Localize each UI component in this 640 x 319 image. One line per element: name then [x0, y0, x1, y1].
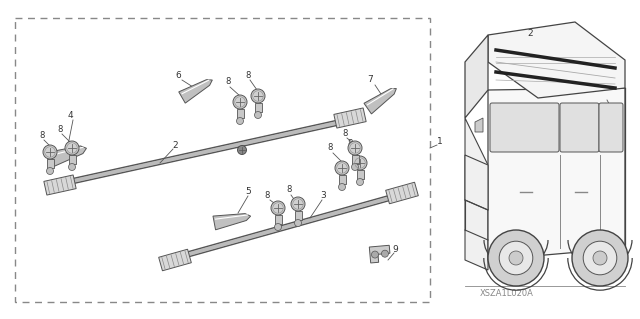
Text: 2: 2	[527, 28, 533, 38]
Polygon shape	[46, 146, 86, 168]
Bar	[15, 18, 430, 302]
Circle shape	[233, 95, 247, 109]
Polygon shape	[386, 182, 419, 204]
Circle shape	[593, 251, 607, 265]
Circle shape	[47, 167, 54, 174]
Text: 8: 8	[245, 71, 251, 80]
Circle shape	[348, 141, 362, 155]
Polygon shape	[475, 118, 483, 132]
Circle shape	[291, 197, 305, 211]
Text: 8: 8	[327, 144, 333, 152]
Circle shape	[335, 161, 349, 175]
Polygon shape	[364, 89, 396, 114]
Circle shape	[237, 117, 243, 124]
Circle shape	[275, 224, 282, 231]
Text: 6: 6	[175, 70, 181, 79]
Text: 8: 8	[286, 186, 292, 195]
Text: 2: 2	[172, 140, 178, 150]
Circle shape	[65, 141, 79, 155]
Circle shape	[509, 251, 523, 265]
Text: 8: 8	[39, 131, 45, 140]
Text: 9: 9	[392, 246, 398, 255]
Text: 8: 8	[225, 78, 230, 86]
FancyBboxPatch shape	[356, 170, 364, 179]
Circle shape	[43, 145, 57, 159]
Text: 8: 8	[342, 129, 348, 137]
Circle shape	[271, 201, 285, 215]
Circle shape	[294, 219, 301, 226]
Text: XSZA1L020A: XSZA1L020A	[480, 289, 534, 298]
Circle shape	[499, 241, 532, 275]
Text: 8: 8	[264, 190, 269, 199]
Circle shape	[353, 156, 367, 170]
FancyBboxPatch shape	[599, 103, 623, 152]
Text: 3: 3	[320, 190, 326, 199]
Polygon shape	[465, 118, 488, 270]
Circle shape	[583, 241, 617, 275]
Text: 3: 3	[612, 108, 618, 116]
Circle shape	[488, 230, 544, 286]
Circle shape	[351, 164, 358, 170]
Polygon shape	[488, 22, 625, 98]
Text: 8: 8	[58, 125, 63, 135]
Text: 8: 8	[348, 138, 353, 147]
Circle shape	[237, 145, 246, 154]
Polygon shape	[488, 88, 625, 260]
Text: 1: 1	[437, 137, 443, 146]
Circle shape	[371, 251, 378, 258]
FancyBboxPatch shape	[47, 159, 54, 168]
Polygon shape	[213, 214, 251, 230]
Text: 4: 4	[67, 110, 73, 120]
Polygon shape	[465, 155, 488, 210]
Polygon shape	[179, 80, 212, 103]
FancyBboxPatch shape	[294, 211, 301, 220]
FancyBboxPatch shape	[237, 109, 243, 118]
Circle shape	[572, 230, 628, 286]
Circle shape	[356, 179, 364, 186]
Polygon shape	[334, 108, 366, 128]
Text: 7: 7	[367, 76, 373, 85]
FancyBboxPatch shape	[68, 155, 76, 164]
FancyBboxPatch shape	[275, 215, 282, 224]
Polygon shape	[44, 175, 76, 195]
FancyBboxPatch shape	[255, 103, 262, 112]
Text: 5: 5	[245, 188, 251, 197]
FancyBboxPatch shape	[351, 155, 358, 164]
Polygon shape	[159, 249, 191, 271]
Circle shape	[381, 250, 388, 257]
FancyBboxPatch shape	[490, 103, 559, 152]
Circle shape	[339, 183, 346, 190]
Circle shape	[255, 112, 262, 118]
Circle shape	[251, 89, 265, 103]
FancyBboxPatch shape	[560, 103, 599, 152]
Circle shape	[68, 164, 76, 170]
Polygon shape	[369, 245, 390, 263]
Polygon shape	[465, 35, 488, 118]
FancyBboxPatch shape	[339, 175, 346, 184]
